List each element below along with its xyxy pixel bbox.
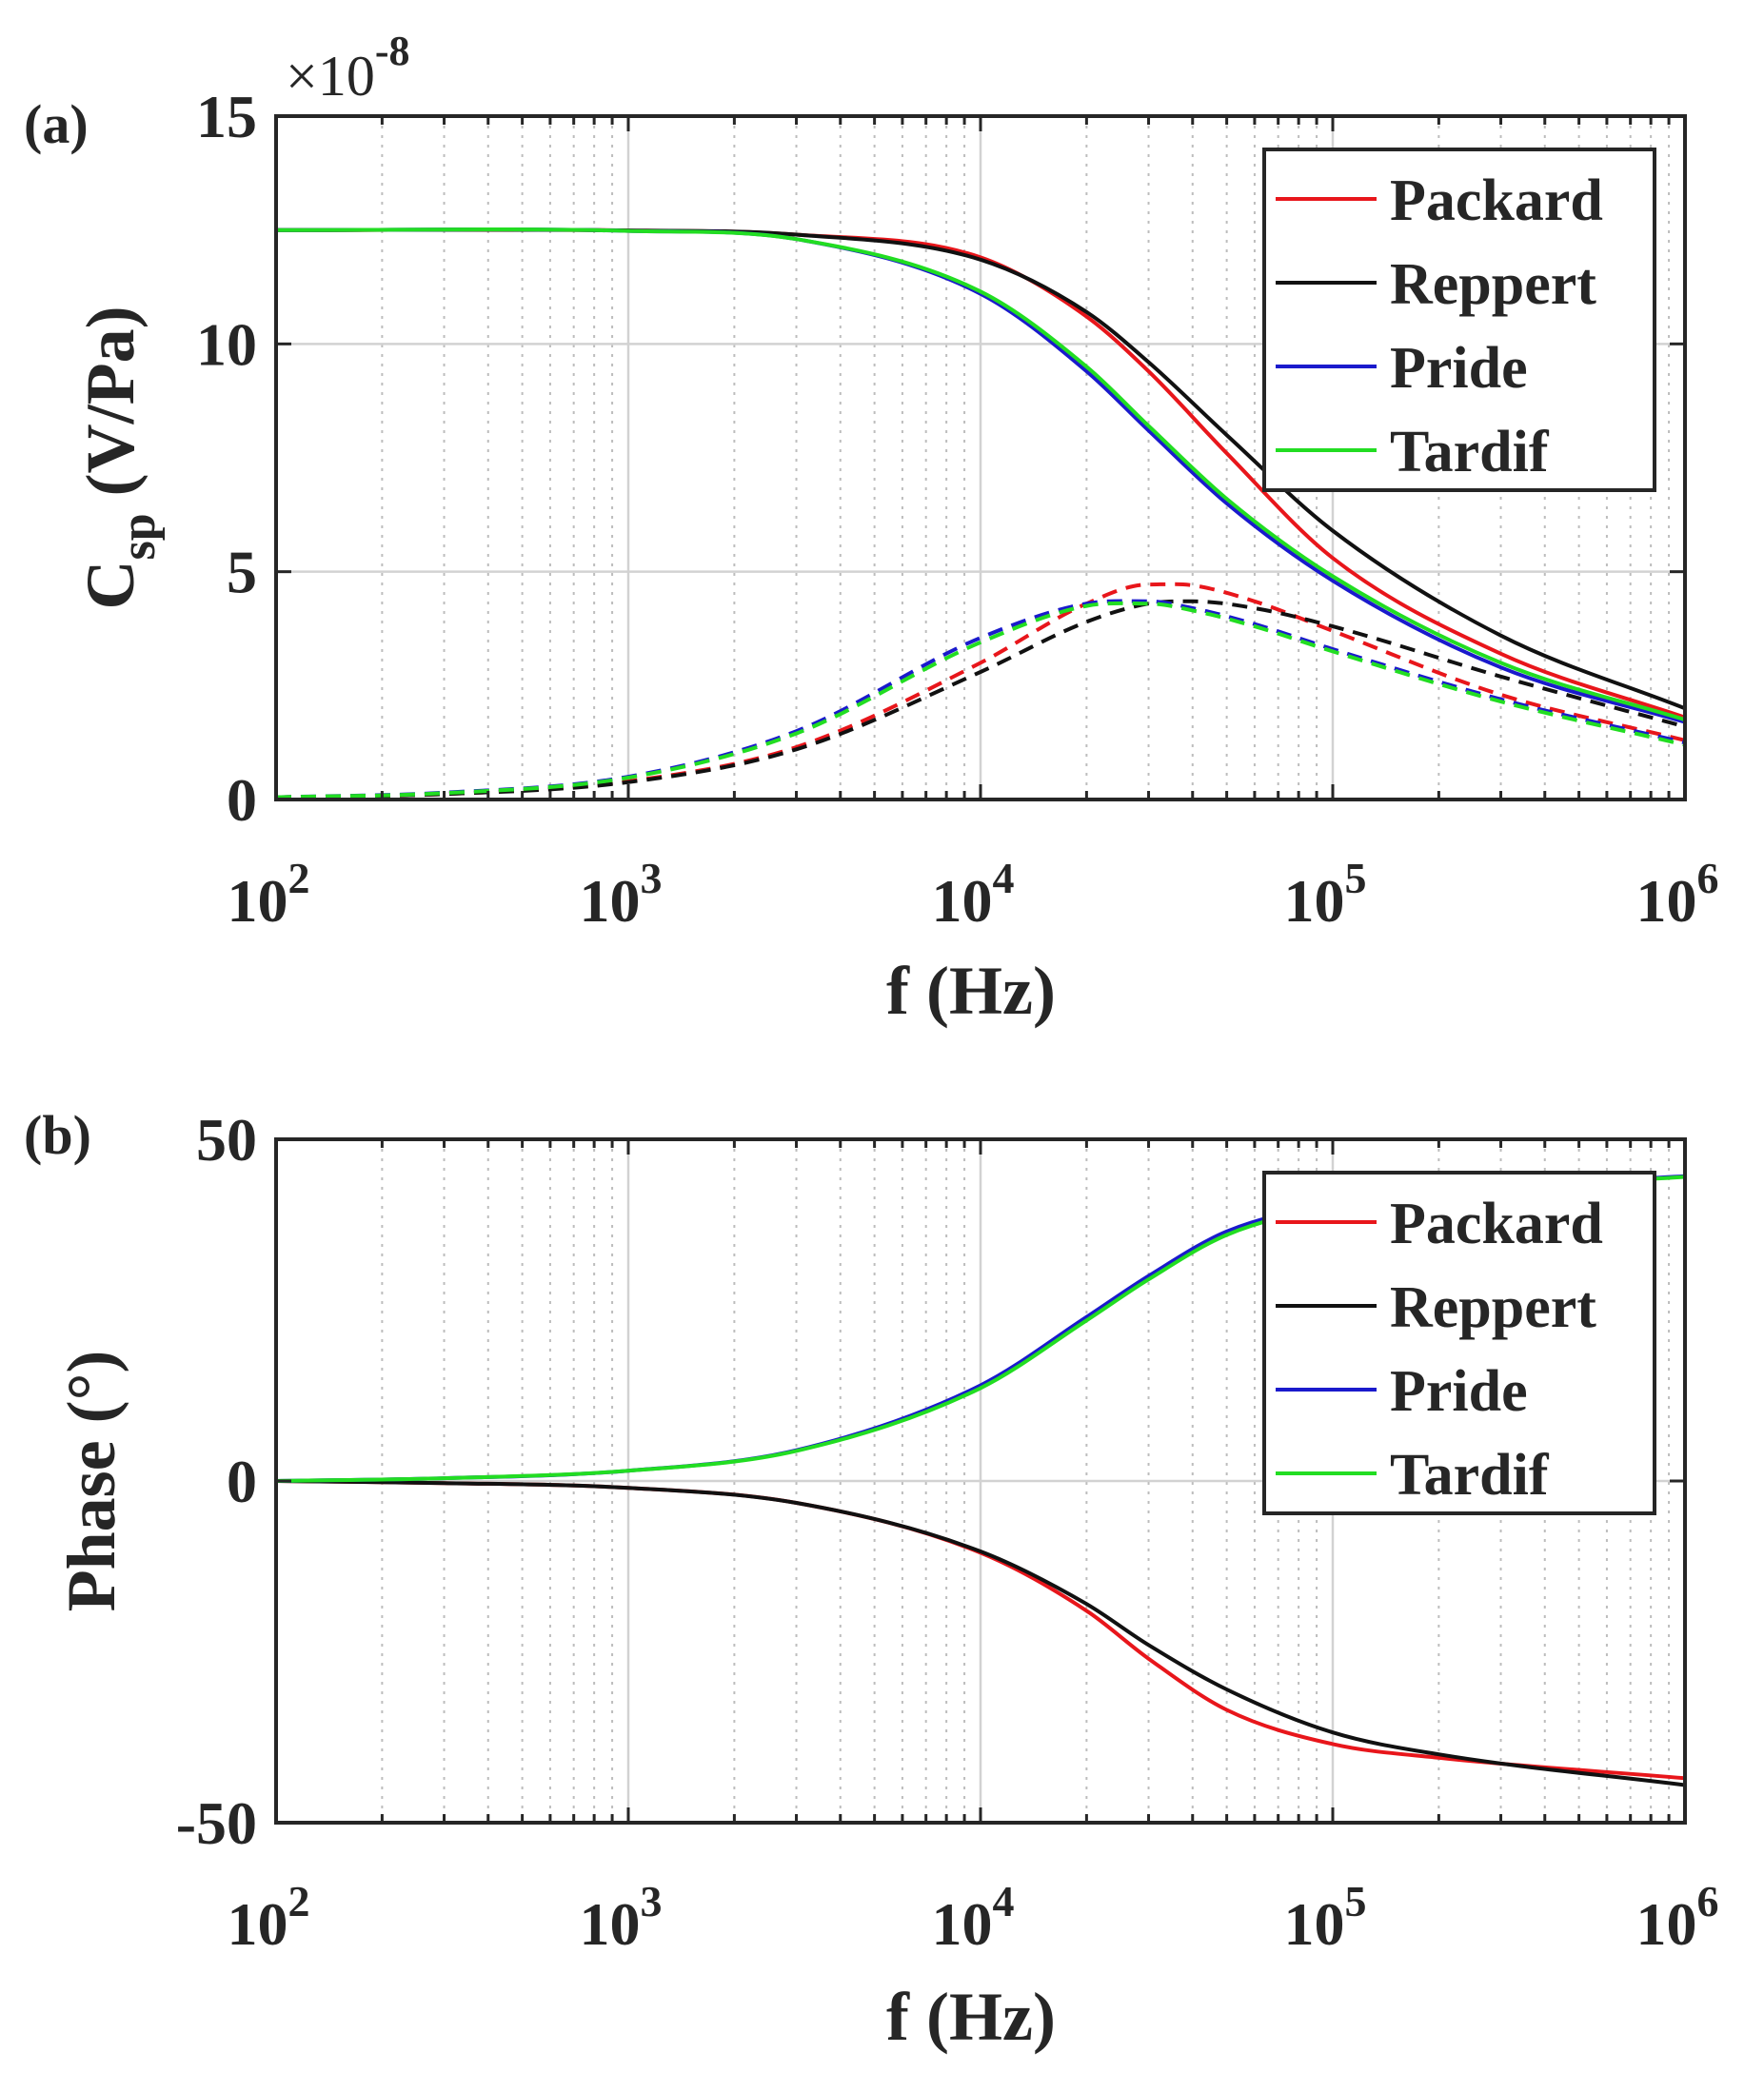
legend-label-packard: Packard bbox=[1390, 1192, 1603, 1256]
x-tick-label: 103 bbox=[580, 854, 663, 935]
series-line-reppert bbox=[276, 1479, 1685, 1787]
y-axis-label: Csp (V/Pa) bbox=[72, 306, 166, 609]
x-tick-label: 106 bbox=[1636, 1877, 1719, 1958]
panel-a: 102 103 104 105 106 0 5 10 15 ×10-8 f (Hz) Csp (V/P… bbox=[24, 28, 1719, 1029]
legend-label-reppert: Reppert bbox=[1390, 1275, 1596, 1340]
legend-label-pride: Pride bbox=[1390, 336, 1528, 401]
legend-label-packard: Packard bbox=[1390, 168, 1603, 233]
y-tick-label: 10 bbox=[196, 310, 257, 378]
x-axis-label: f (Hz) bbox=[886, 1979, 1056, 2055]
panel-a-legend: Packard Reppert Pride Tardif bbox=[1262, 148, 1656, 492]
y-tick-label: 15 bbox=[196, 83, 257, 150]
x-tick-label: 105 bbox=[1284, 1877, 1367, 1958]
panel-b: 102 103 104 105 106 -50 0 50 f (Hz) Phase (°) (b) P… bbox=[24, 1104, 1719, 2055]
legend-label-tardif: Tardif bbox=[1390, 1443, 1550, 1508]
x-tick-label: 102 bbox=[228, 1877, 310, 1958]
x-tick-label: 104 bbox=[932, 1877, 1015, 1958]
y-tick-label: 50 bbox=[196, 1106, 257, 1174]
y-exponent-label: ×10-8 bbox=[286, 28, 410, 108]
legend-label-pride: Pride bbox=[1390, 1359, 1528, 1424]
x-tick-label: 105 bbox=[1284, 854, 1367, 935]
series-line-reppert-dashed bbox=[276, 599, 1685, 800]
x-tick-label: 103 bbox=[580, 1877, 663, 1958]
legend-box bbox=[1262, 1171, 1656, 1515]
x-tick-label: 106 bbox=[1636, 854, 1719, 935]
x-axis-label: f (Hz) bbox=[886, 953, 1056, 1029]
panel-a-series bbox=[276, 227, 1685, 800]
legend-label-tardif: Tardif bbox=[1390, 420, 1550, 484]
y-tick-label: 5 bbox=[227, 539, 257, 606]
panel-b-ticks bbox=[274, 1137, 1687, 1825]
y-tick-label: -50 bbox=[176, 1789, 257, 1857]
y-axis-label: Phase (°) bbox=[53, 1351, 129, 1612]
x-tick-label: 104 bbox=[932, 854, 1015, 935]
panel-a-ticks bbox=[274, 114, 1687, 801]
series-line-tardif-dashed bbox=[276, 601, 1685, 800]
y-tick-label: 0 bbox=[227, 1448, 257, 1515]
legend-label-reppert: Reppert bbox=[1390, 252, 1596, 317]
series-line-tardif bbox=[276, 227, 1685, 722]
legend-box bbox=[1262, 148, 1656, 492]
panel-label: (b) bbox=[24, 1104, 91, 1166]
panel-b-legend: Packard Reppert Pride Tardif bbox=[1262, 1171, 1656, 1515]
panel-label: (a) bbox=[24, 93, 89, 155]
y-tick-label: 0 bbox=[227, 766, 257, 834]
x-tick-label: 102 bbox=[228, 854, 310, 935]
